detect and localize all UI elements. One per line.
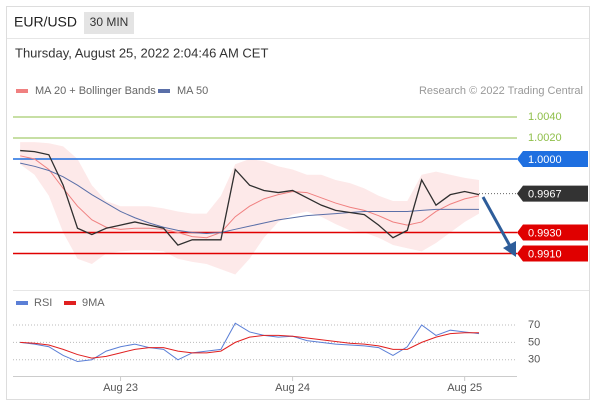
subtitle: Thursday, August 25, 2022 2:04:46 AM CET xyxy=(15,45,268,60)
rsi-tick-label: 30 xyxy=(528,354,540,366)
x-tick-label: Aug 23 xyxy=(103,382,138,394)
symbol: EUR/USD xyxy=(14,14,77,30)
x-tick-label: Aug 25 xyxy=(447,382,482,394)
current-badge xyxy=(517,185,588,202)
level-label: 0.9930 xyxy=(528,227,562,239)
level-badge xyxy=(517,245,588,262)
rsi-tick-label: 50 xyxy=(528,336,540,348)
level-label: 0.9910 xyxy=(528,248,562,260)
ma-line xyxy=(20,155,480,239)
legend-label: RSI xyxy=(34,297,52,309)
timeframe-badge xyxy=(84,12,134,34)
legend-label: MA 20 + Bollinger Bands xyxy=(35,85,156,97)
level-badge xyxy=(517,224,588,241)
level-label: 1.0000 xyxy=(528,154,562,166)
bollinger-band xyxy=(20,142,480,275)
forecast-arrow xyxy=(481,196,512,247)
forecast-arrowhead xyxy=(503,241,516,257)
legend-swatch xyxy=(158,89,170,93)
level-label: 1.0020 xyxy=(528,132,562,144)
legend-label: MA 50 xyxy=(177,85,208,97)
timeframe: 30 MIN xyxy=(90,15,129,29)
legend-swatch xyxy=(16,89,28,93)
current-label: 0.9967 xyxy=(528,189,562,201)
legend-swatch xyxy=(16,301,28,305)
legend-swatch xyxy=(64,301,76,305)
legend-label: 9MA xyxy=(82,297,105,309)
price-line xyxy=(20,149,480,246)
level-badge xyxy=(517,150,588,167)
x-tick-label: Aug 24 xyxy=(275,382,310,394)
rsi-tick-label: 70 xyxy=(528,319,540,331)
credit: Research © 2022 Trading Central xyxy=(419,85,583,97)
rsi-line xyxy=(20,332,480,359)
level-label: 1.0040 xyxy=(528,111,562,123)
ma-line xyxy=(20,162,480,235)
